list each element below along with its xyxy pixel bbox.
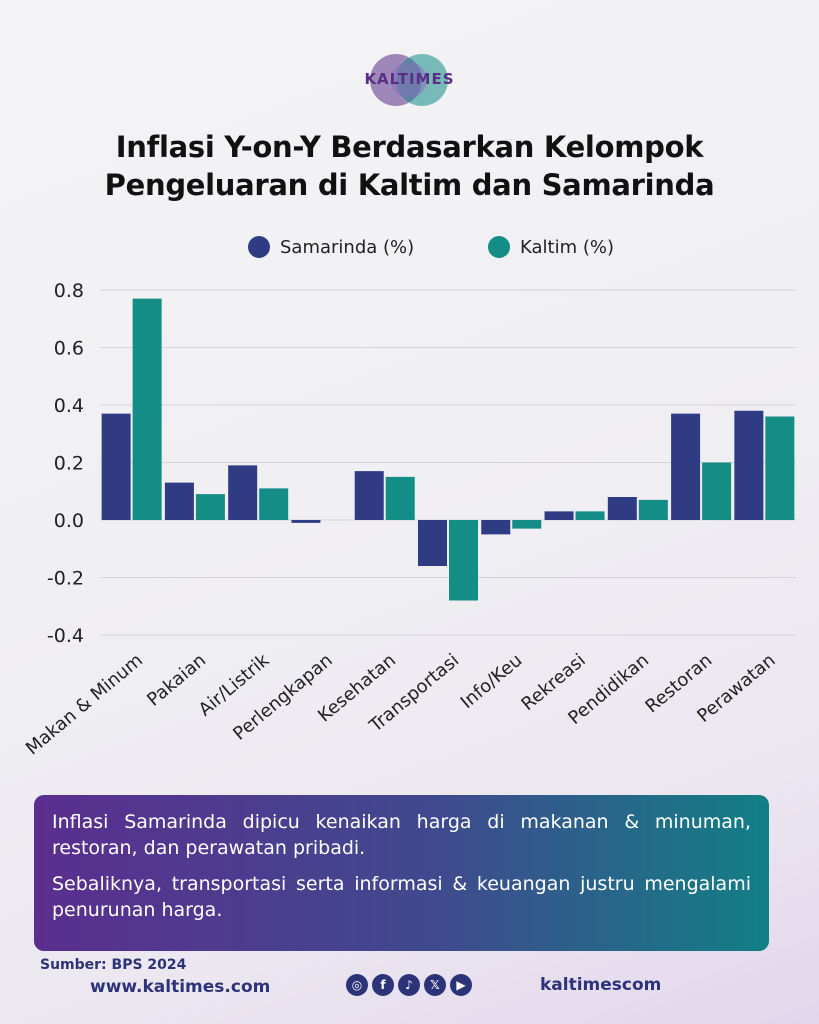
logo-emblem	[370, 54, 448, 106]
x-tick-label: Info/Keu	[457, 650, 527, 713]
y-tick-label: 0.6	[54, 338, 84, 360]
bar-kaltim	[259, 488, 289, 520]
logo: KALTIMES	[0, 50, 819, 110]
bar-samarinda	[418, 520, 447, 566]
bar-kaltim	[195, 494, 225, 520]
youtube-icon[interactable]: ▶	[450, 974, 472, 996]
chart-legend: Samarinda (%) Kaltim (%)	[0, 236, 819, 262]
bar-kaltim	[575, 511, 605, 520]
bar-samarinda	[671, 413, 701, 520]
y-tick-label: 0.8	[54, 280, 84, 302]
bar-samarinda	[607, 497, 637, 520]
legend-swatch-samarinda	[248, 236, 270, 258]
website-link[interactable]: www.kaltimes.com	[90, 977, 271, 997]
title-line-2: Pengeluaran di Kaltim dan Samarinda	[104, 168, 715, 202]
legend-item-samarinda: Samarinda (%)	[248, 236, 414, 258]
bar-samarinda	[291, 520, 321, 523]
info-paragraph-1: Inflasi Samarinda dipicu kenaikan harga …	[52, 811, 751, 859]
bar-kaltim	[702, 462, 732, 520]
legend-label-kaltim: Kaltim (%)	[520, 236, 614, 258]
logo-text: KALTIMES	[364, 70, 455, 88]
social-handle[interactable]: kaltimescom	[540, 975, 662, 995]
y-tick-label: 0.0	[54, 510, 84, 532]
bar-kaltim	[132, 298, 162, 520]
legend-swatch-kaltim	[488, 236, 510, 258]
bar-samarinda	[734, 410, 764, 520]
bar-samarinda	[101, 413, 131, 520]
y-tick-label: 0.4	[54, 395, 84, 417]
bar-kaltim	[638, 499, 668, 520]
bar-samarinda	[354, 471, 384, 520]
bar-samarinda	[481, 520, 511, 535]
bar-samarinda	[544, 511, 574, 520]
info-box: Inflasi Samarinda dipicu kenaikan harga …	[34, 795, 769, 951]
y-tick-label: 0.2	[54, 453, 84, 475]
social-icons: ◎ f ♪ 𝕏 ▶	[346, 974, 472, 996]
page-title: Inflasi Y-on-Y Berdasarkan Kelompok Peng…	[0, 128, 819, 204]
title-line-1: Inflasi Y-on-Y Berdasarkan Kelompok	[115, 130, 704, 164]
bar-kaltim	[449, 520, 478, 601]
bar-kaltim	[385, 476, 415, 520]
y-tick-label: -0.2	[47, 568, 84, 590]
bar-kaltim	[512, 520, 542, 529]
bar-kaltim	[765, 416, 795, 520]
legend-item-kaltim: Kaltim (%)	[488, 236, 614, 258]
y-tick-label: -0.4	[47, 625, 84, 647]
info-paragraph-2: Sebaliknya, transportasi serta informasi…	[52, 873, 751, 921]
facebook-icon[interactable]: f	[372, 974, 394, 996]
legend-label-samarinda: Samarinda (%)	[280, 236, 415, 258]
instagram-icon[interactable]: ◎	[346, 974, 368, 996]
x-tick-label: Makan & Minum	[22, 650, 147, 760]
tiktok-icon[interactable]: ♪	[398, 974, 420, 996]
bar-samarinda	[228, 465, 258, 520]
source-note: Sumber: BPS 2024	[40, 957, 187, 973]
x-icon[interactable]: 𝕏	[424, 974, 446, 996]
bar-samarinda	[164, 482, 194, 520]
